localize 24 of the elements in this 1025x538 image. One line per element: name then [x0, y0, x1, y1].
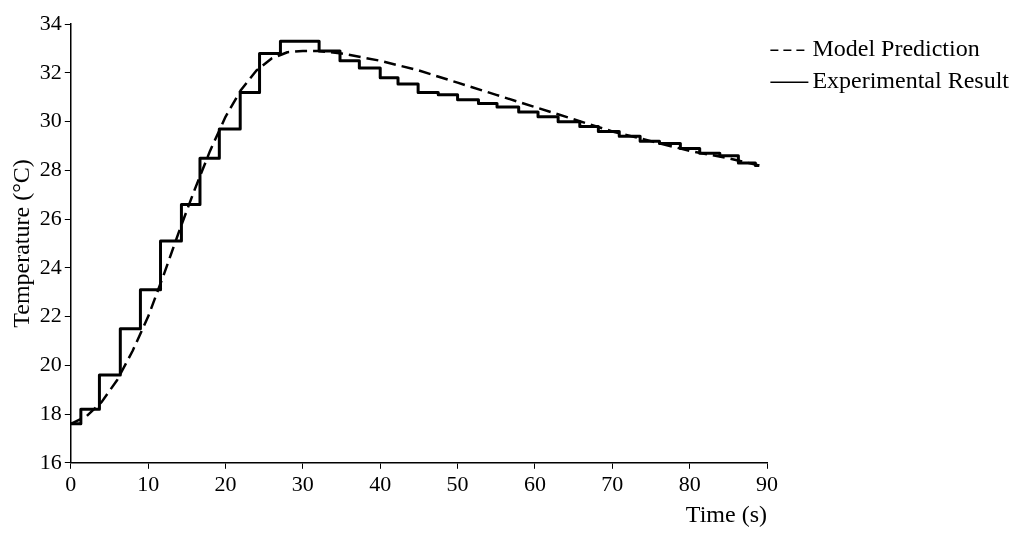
- y-tick-label: 26: [39, 204, 62, 230]
- y-tick-label: 20: [39, 351, 62, 377]
- y-tick-label: 34: [39, 9, 62, 35]
- legend-label: Experimental Result: [812, 67, 1010, 94]
- x-tick-label: 20: [214, 470, 237, 496]
- x-tick-label: 90: [756, 470, 778, 496]
- x-tick-label: 10: [137, 470, 160, 496]
- legend-label: Model Prediction: [812, 35, 980, 62]
- x-tick-label: 70: [601, 470, 624, 496]
- x-tick-label: 0: [65, 470, 77, 496]
- x-tick-label: 60: [523, 470, 546, 496]
- y-tick-label: 28: [39, 156, 62, 182]
- y-tick-label: 16: [39, 448, 62, 474]
- y-tick-label: 18: [39, 399, 62, 425]
- y-tick-label: 30: [39, 107, 62, 133]
- x-tick-label: 40: [369, 470, 392, 496]
- y-tick-label: 32: [39, 58, 62, 84]
- x-axis-title: Time (s): [685, 500, 767, 527]
- y-tick-label: 24: [39, 253, 62, 279]
- y-tick-label: 22: [39, 302, 62, 328]
- y-axis-title: Temperature (°C): [7, 159, 34, 328]
- x-tick-label: 50: [446, 470, 469, 496]
- x-tick-label: 80: [678, 470, 701, 496]
- x-tick-label: 30: [291, 470, 314, 496]
